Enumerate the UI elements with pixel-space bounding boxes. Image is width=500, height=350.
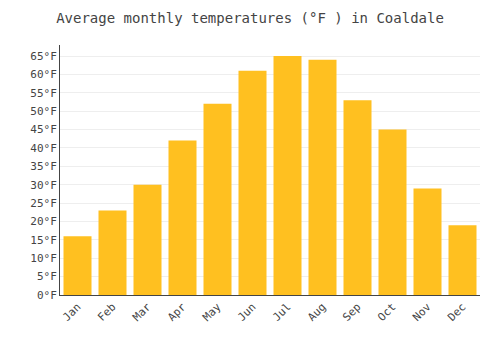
svg-text:0°F: 0°F [37,289,57,302]
svg-text:30°F: 30°F [30,179,57,192]
svg-text:35°F: 35°F [30,160,57,173]
svg-text:Jul: Jul [270,301,293,324]
svg-text:May: May [200,300,224,324]
svg-text:Oct: Oct [375,301,398,324]
svg-text:Jun: Jun [235,301,258,324]
svg-text:60°F: 60°F [30,68,57,81]
svg-text:5°F: 5°F [37,270,57,283]
svg-text:40°F: 40°F [30,142,57,155]
svg-text:Mar: Mar [130,300,154,324]
svg-text:Aug: Aug [305,301,328,324]
svg-text:Sep: Sep [340,301,363,324]
svg-text:10°F: 10°F [30,252,57,265]
svg-text:Dec: Dec [445,301,468,324]
svg-text:45°F: 45°F [30,123,57,136]
svg-text:25°F: 25°F [30,197,57,210]
svg-text:20°F: 20°F [30,215,57,228]
svg-text:Apr: Apr [165,300,189,324]
svg-text:Feb: Feb [95,301,118,324]
svg-text:15°F: 15°F [30,234,57,247]
svg-text:50°F: 50°F [30,105,57,118]
svg-text:Average monthly temperatures (: Average monthly temperatures (°F ) in Co… [56,10,444,26]
svg-text:55°F: 55°F [30,87,57,100]
svg-text:65°F: 65°F [30,50,57,63]
svg-text:Jan: Jan [60,301,83,324]
svg-text:Nov: Nov [410,300,434,324]
